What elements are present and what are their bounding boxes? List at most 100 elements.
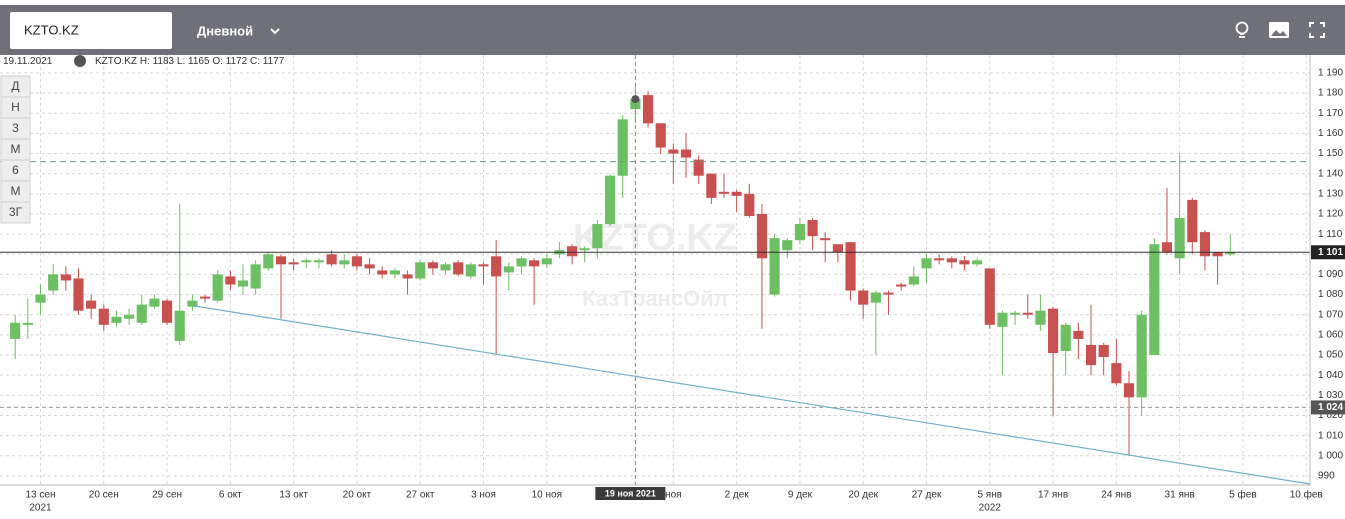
period-button[interactable] [0, 201, 31, 224]
candle-body [617, 119, 628, 176]
y-tick-label: 1 150 [1318, 148, 1343, 159]
period-button-label: Д [11, 79, 19, 93]
candle-body [402, 274, 413, 279]
period-button-label: М [11, 184, 21, 198]
candle-body [1212, 252, 1223, 257]
candle-body [921, 258, 932, 269]
y-tick-label: 1 130 [1318, 188, 1343, 199]
candle-body [972, 260, 983, 265]
level-box [1311, 400, 1345, 415]
candle-body [1060, 324, 1071, 352]
x-tick-label: 13 окт [279, 490, 308, 501]
y-tick-label: 1 040 [1318, 370, 1343, 381]
y-tick-label: 1 050 [1318, 350, 1343, 361]
candle-body [86, 300, 97, 309]
candle-body [655, 123, 666, 148]
y-tick-label: 1 160 [1318, 128, 1343, 139]
candle-body [48, 274, 59, 291]
candle-body [263, 254, 274, 269]
candle-body [377, 270, 388, 275]
x-tick-label: ноя [665, 490, 682, 501]
candle-body [668, 149, 679, 154]
level-label: 1 024 [1318, 402, 1343, 413]
candle-body [845, 242, 856, 291]
candle-body [1022, 312, 1033, 315]
candle-body [250, 264, 261, 289]
candle-body [98, 308, 109, 325]
candle-body [1098, 344, 1109, 358]
candle-body [731, 191, 742, 196]
x-tick-label: 9 дек [788, 490, 813, 501]
candle-body [579, 248, 590, 251]
candle-body [782, 240, 793, 251]
candle-body [567, 246, 578, 257]
x-tick-label: 6 окт [219, 490, 242, 501]
candle-body [934, 258, 945, 261]
y-tick-label: 1 070 [1318, 309, 1343, 320]
candle-body [35, 294, 46, 303]
snapshot-button[interactable] [1269, 22, 1289, 38]
y-tick-label: 1 190 [1318, 68, 1343, 79]
y-tick-label: 1 180 [1318, 88, 1343, 99]
plot [0, 55, 1310, 485]
y-tick-label: 1 020 [1318, 410, 1343, 421]
candle-body [642, 95, 654, 124]
candle-body [605, 175, 616, 225]
candle-body [326, 254, 337, 265]
candle-body [1136, 314, 1147, 398]
symbol-input-text: KZTO.KZ [24, 22, 79, 37]
candle-body [744, 193, 755, 216]
idea-button[interactable] [1235, 21, 1249, 38]
candle-body [959, 260, 970, 265]
last-price-box [1311, 245, 1345, 260]
x-tick-label: 5 янв [977, 490, 1002, 501]
candle-body [706, 173, 717, 198]
candle-body [820, 238, 831, 241]
info-dot [74, 55, 86, 67]
candle-body [136, 304, 147, 323]
candle-body [908, 276, 919, 285]
candle-body [237, 280, 249, 287]
x-tick-label: 29 сен [152, 490, 182, 501]
candle-body [794, 224, 805, 241]
interval-select[interactable]: Дневной [197, 23, 253, 38]
trend-line [193, 305, 1311, 485]
year-label: 2022 [979, 503, 1002, 514]
candle-body [858, 290, 869, 305]
crosshair-dot [631, 95, 640, 104]
candle-body [465, 264, 476, 277]
candle-body [313, 260, 325, 263]
period-button-label: 3Г [9, 205, 23, 219]
candle-body [111, 316, 122, 323]
y-tick-label: 1 170 [1318, 108, 1343, 119]
y-tick-label: 1 010 [1318, 430, 1343, 441]
candle-body [984, 268, 995, 325]
fullscreen-button[interactable] [1309, 22, 1325, 38]
candle-body [946, 258, 957, 263]
x-tick-label: 5 фев [1229, 489, 1256, 501]
info-values: KZTO.KZ H: 1183 L: 1165 O: 1172 C: 1177 [95, 56, 285, 67]
y-tick-label: 1 000 [1318, 450, 1343, 461]
candle-body [680, 149, 692, 158]
dropdown-chevron[interactable] [270, 28, 280, 35]
info-line: 19.11.2021 [3, 56, 53, 67]
candle-body [1199, 232, 1211, 257]
x-tick-label: 2 дек [725, 490, 750, 501]
candle-body [756, 213, 768, 259]
y-tick-label: 1 110 [1318, 229, 1343, 240]
symbol-input[interactable] [10, 12, 172, 49]
candle-body [1123, 383, 1135, 398]
candle-body [693, 159, 704, 176]
y-tick-label: 1 090 [1318, 269, 1343, 280]
candle-body [73, 278, 84, 311]
candle-body [187, 300, 198, 307]
candle-body [427, 262, 438, 269]
crosshair-label-bg [595, 487, 666, 500]
candle-body [389, 270, 400, 275]
y-tick-label: 1 140 [1318, 168, 1343, 179]
y-tick-label: 1 120 [1318, 209, 1343, 220]
candle-body [60, 274, 71, 281]
x-tick-label: 27 дек [912, 490, 942, 501]
x-tick-label: 20 окт [343, 490, 372, 501]
candle-body [1073, 330, 1084, 339]
